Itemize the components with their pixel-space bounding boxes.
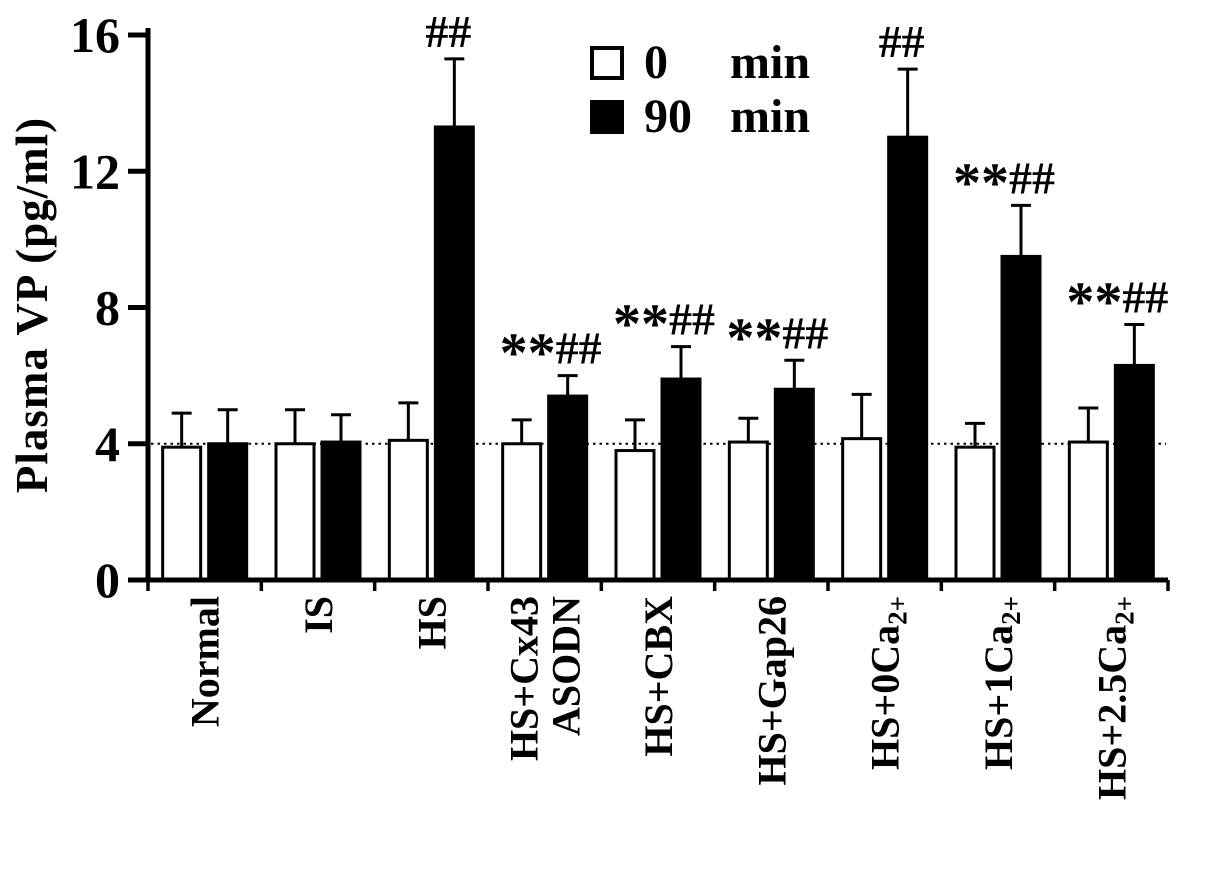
legend-item-90min: 90 min [590, 90, 810, 144]
bar-0min-HS+1Ca2+ [954, 445, 996, 582]
bar-90min-Normal [207, 442, 249, 582]
x-category-label-IS: IS [296, 596, 341, 634]
y-tick-label: 4 [95, 416, 120, 472]
legend-unit: min [730, 36, 811, 89]
bar-90min-HS+0Ca2+ [887, 135, 929, 582]
y-tick-label: 8 [95, 280, 120, 336]
filled-square-swatch-icon [590, 100, 624, 134]
x-category-label-HS+1Ca2+: HS+1Ca2+ [976, 596, 1027, 770]
bar-0min-Normal [161, 445, 203, 582]
bar-0min-IS [274, 442, 316, 582]
x-category-label-HS+Gap26: HS+Gap26 [749, 596, 794, 786]
x-category-label-HS+0Ca2+: HS+0Ca2+ [862, 596, 913, 770]
x-category-label-HS+2.5Ca2+: HS+2.5Ca2+ [1089, 596, 1140, 800]
bar-90min-HS+1Ca2+ [1000, 254, 1042, 582]
bar-0min-HS+Gap26 [727, 440, 769, 582]
bar-90min-HS+Gap26 [773, 387, 815, 582]
significance-annotation-HS+Cx43 ASODN: **## [500, 323, 602, 385]
bar-90min-HS+Cx43 ASODN [547, 394, 589, 582]
bar-0min-HS+0Ca2+ [841, 437, 883, 582]
x-category-label-Normal: Normal [182, 596, 227, 727]
legend-value: 90 [644, 90, 692, 143]
x-category-label-line2-HS+Cx43 ASODN: ASODN [543, 596, 588, 736]
y-tick-label: 0 [95, 552, 120, 608]
bar-90min-HS+2.5Ca2+ [1113, 363, 1155, 582]
bar-90min-IS [320, 440, 362, 582]
significance-annotation-HS+0Ca2+: ## [879, 16, 925, 67]
legend-unit: min [730, 90, 811, 143]
significance-annotation-HS: ## [425, 6, 471, 57]
bar-90min-HS [433, 125, 475, 582]
significance-annotation-HS+1Ca2+: **## [953, 152, 1055, 214]
significance-annotation-HS+Gap26: **## [726, 307, 828, 369]
bar-0min-HS+Cx43 ASODN [501, 442, 543, 582]
y-tick-label: 16 [70, 7, 120, 63]
significance-annotation-HS+2.5Ca2+: **## [1066, 272, 1168, 334]
bar-90min-HS+CBX [660, 377, 702, 582]
y-tick-label: 12 [70, 143, 120, 199]
bar-0min-HS [387, 438, 429, 582]
x-category-label-HS: HS [409, 596, 454, 649]
open-square-swatch-icon [590, 46, 624, 80]
legend-item-0min: 0 min [590, 36, 810, 90]
legend-value: 0 [644, 36, 668, 89]
x-category-label-HS+CBX: HS+CBX [636, 596, 681, 757]
bar-0min-HS+2.5Ca2+ [1067, 440, 1109, 582]
bar-0min-HS+CBX [614, 449, 656, 582]
legend: 0 min 90 min [590, 36, 810, 144]
significance-annotation-HS+CBX: **## [613, 294, 715, 356]
x-category-label-HS+Cx43 ASODN: HS+Cx43 [501, 596, 546, 761]
